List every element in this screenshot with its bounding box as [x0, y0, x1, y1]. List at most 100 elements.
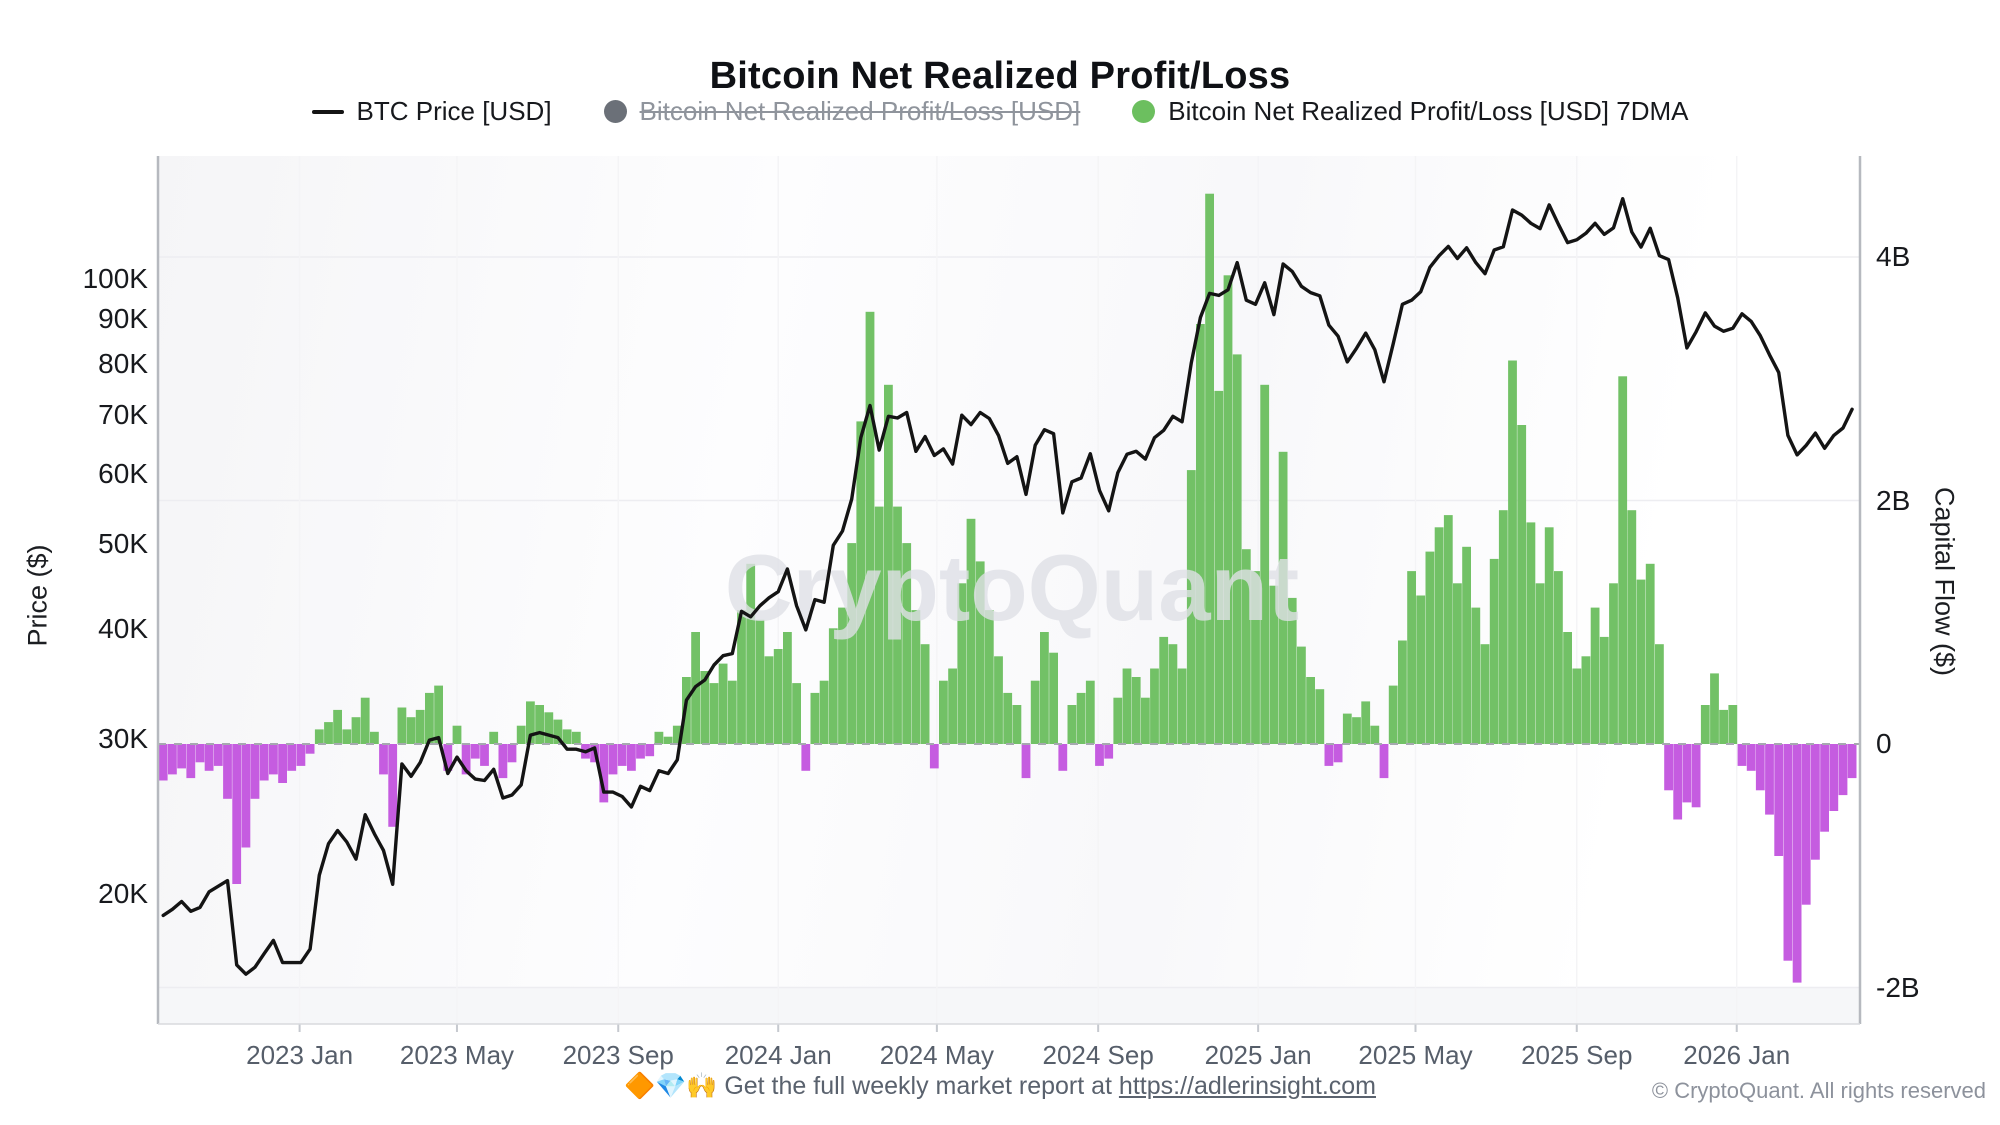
bar-profit	[452, 725, 462, 744]
bar-profit	[434, 685, 443, 744]
dot-marker-icon	[1132, 100, 1156, 123]
line-marker-icon	[311, 109, 344, 114]
footer-copyright: © CryptoQuant. All rights reserved	[1651, 1078, 1986, 1103]
bar-profit	[819, 680, 829, 744]
bar-profit	[1214, 390, 1224, 744]
bar-profit	[425, 692, 434, 744]
bar-profit	[1085, 680, 1095, 744]
bar-loss	[1021, 744, 1031, 779]
y-axis-tick-left: 50K	[98, 527, 148, 559]
bar-profit	[920, 644, 930, 744]
bar-profit	[994, 656, 1003, 744]
bar-profit	[1719, 709, 1728, 744]
bar-loss	[195, 744, 205, 763]
bar-profit	[544, 712, 554, 744]
bar-loss	[608, 744, 618, 775]
bar-profit	[1287, 597, 1297, 744]
bar-profit	[314, 729, 324, 744]
x-axis-tick: 2025 Jan	[1204, 1040, 1312, 1070]
bar-profit	[847, 543, 857, 744]
bar-profit	[342, 729, 352, 744]
bar-profit	[1297, 646, 1306, 744]
bar-profit	[783, 632, 792, 744]
dot-marker-icon	[603, 100, 627, 123]
bar-profit	[1398, 640, 1407, 744]
bar-loss	[213, 744, 223, 766]
bar-profit	[1425, 551, 1435, 744]
bar-profit	[535, 705, 544, 744]
bar-profit	[1416, 595, 1426, 744]
bar-profit	[966, 518, 976, 744]
bar-profit	[562, 729, 572, 744]
bar-profit	[1563, 632, 1572, 744]
bar-profit	[1196, 324, 1205, 744]
bar-profit	[1205, 193, 1214, 744]
legend-item-net-realized-pl[interactable]: Bitcoin Net Realized Profit/Loss [USD]	[603, 96, 1080, 127]
bar-profit	[737, 610, 746, 744]
y-axis-tick-left: 80K	[98, 348, 148, 380]
bar-profit	[755, 619, 765, 744]
y-axis-tick-left: 70K	[98, 399, 148, 431]
bar-profit	[1278, 451, 1288, 744]
x-axis-tick: 2024 May	[879, 1040, 994, 1070]
bar-loss	[296, 744, 306, 766]
bar-loss	[232, 744, 242, 884]
bar-loss	[1838, 744, 1848, 796]
bar-profit	[1223, 275, 1233, 744]
bar-loss	[278, 744, 287, 783]
bar-profit	[1141, 697, 1150, 744]
bar-profit	[1067, 705, 1077, 744]
y-axis-tick-right: 0	[1876, 728, 1892, 759]
bar-loss	[388, 744, 398, 827]
bar-profit	[1241, 549, 1251, 744]
bar-loss	[1058, 744, 1068, 771]
bar-profit	[360, 697, 370, 744]
bar-loss	[1664, 744, 1673, 791]
legend-item-net-realized-pl-7dma[interactable]: Bitcoin Net Realized Profit/Loss [USD] 7…	[1132, 96, 1688, 127]
bar-profit	[1251, 571, 1260, 744]
bar-profit	[727, 680, 737, 744]
bar-profit	[1544, 527, 1554, 744]
bar-profit	[1655, 644, 1664, 744]
bar-profit	[1618, 376, 1628, 744]
bar-loss	[1801, 744, 1811, 905]
bar-loss	[507, 744, 517, 763]
bar-profit	[1508, 360, 1517, 744]
bar-loss	[627, 744, 636, 771]
bar-profit	[1131, 677, 1141, 744]
chart-legend: BTC Price [USD] Bitcoin Net Realized Pro…	[0, 96, 2000, 127]
footer-promo-link[interactable]: https://adlerinsight.com	[1118, 1072, 1376, 1100]
y-axis-tick-right: 2B	[1876, 484, 1911, 516]
bar-loss	[223, 744, 232, 799]
bar-profit	[351, 717, 361, 744]
bar-profit	[1471, 607, 1481, 744]
bar-loss	[1746, 744, 1756, 771]
bar-loss	[158, 744, 168, 781]
page-title: Bitcoin Net Realized Profit/Loss	[709, 55, 1291, 98]
bar-loss	[645, 744, 655, 757]
legend-label: BTC Price [USD]	[356, 96, 552, 126]
bar-loss	[1379, 744, 1389, 779]
bar-profit	[764, 656, 774, 744]
bar-profit	[415, 709, 425, 744]
plot-bottom-band	[158, 987, 1860, 1024]
bar-profit	[1306, 677, 1315, 744]
bar-profit	[948, 668, 957, 744]
bar-loss	[1324, 744, 1334, 766]
bar-profit	[333, 709, 342, 744]
bar-loss	[1104, 744, 1114, 759]
bar-profit	[1232, 354, 1242, 744]
bar-loss	[204, 744, 214, 771]
bar-profit	[1040, 632, 1049, 744]
legend-item-btc-price[interactable]: BTC Price [USD]	[311, 96, 552, 127]
bar-profit	[1370, 725, 1380, 744]
bar-profit	[1030, 680, 1040, 744]
y-axis-tick-left: 20K	[98, 877, 148, 909]
bar-loss	[379, 744, 388, 775]
bar-loss	[599, 744, 609, 803]
watermark: CryptoQuant	[725, 535, 1299, 640]
bar-profit	[856, 421, 866, 744]
bar-loss	[801, 744, 811, 771]
bar-profit	[1012, 705, 1022, 744]
